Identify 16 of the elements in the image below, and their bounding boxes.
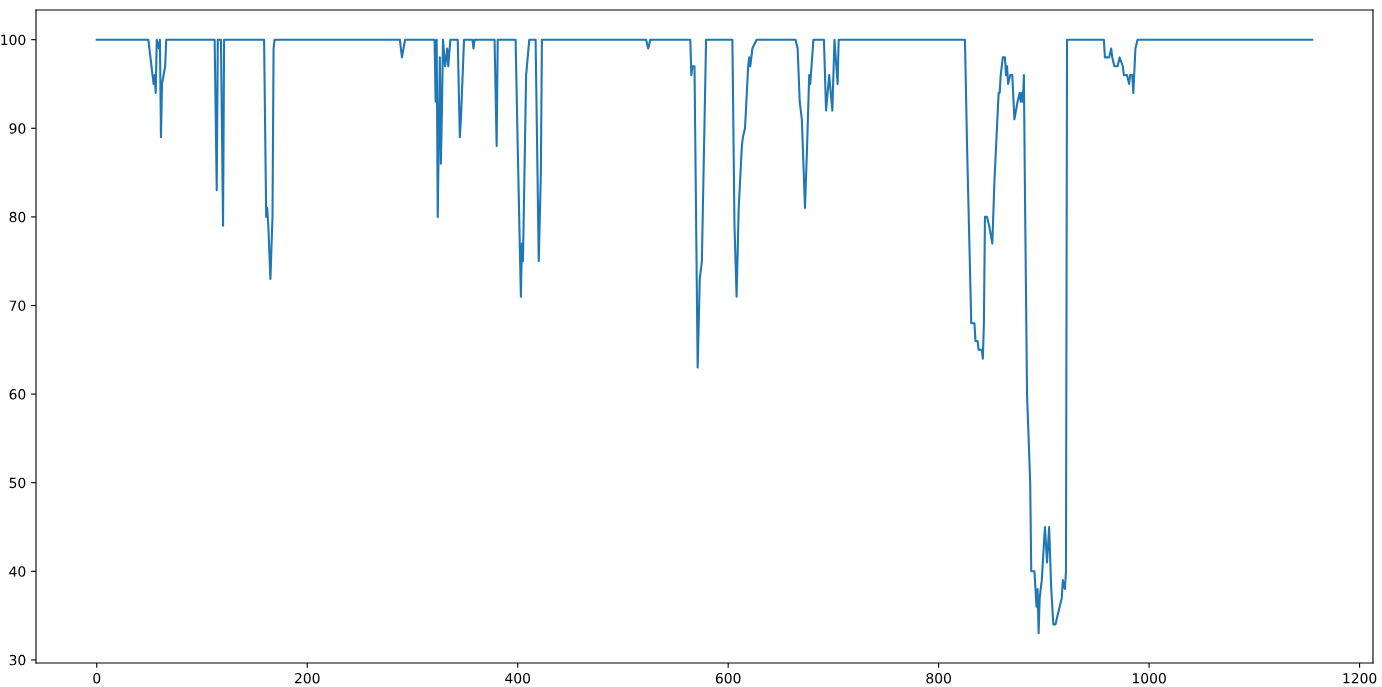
x-tick-label: 800 xyxy=(926,672,951,684)
x-tick-label: 0 xyxy=(93,672,101,684)
x-tick-label: 600 xyxy=(715,672,741,684)
y-tick-label: 80 xyxy=(9,211,26,223)
y-tick-label: 40 xyxy=(9,566,26,577)
y-tick-label: 50 xyxy=(9,477,26,489)
y-tick-label: 100 xyxy=(1,34,26,46)
line-series xyxy=(95,38,1314,635)
x-tick-label: 200 xyxy=(295,672,320,684)
y-tick-label: 30 xyxy=(9,654,26,666)
y-tick-label: 60 xyxy=(9,389,26,400)
x-tick-label: 1200 xyxy=(1343,672,1377,684)
y-tick-label: 90 xyxy=(9,123,26,134)
x-tick-label: 1000 xyxy=(1132,672,1166,684)
x-tick-label: 400 xyxy=(505,672,531,684)
y-tick-label: 70 xyxy=(9,300,26,311)
